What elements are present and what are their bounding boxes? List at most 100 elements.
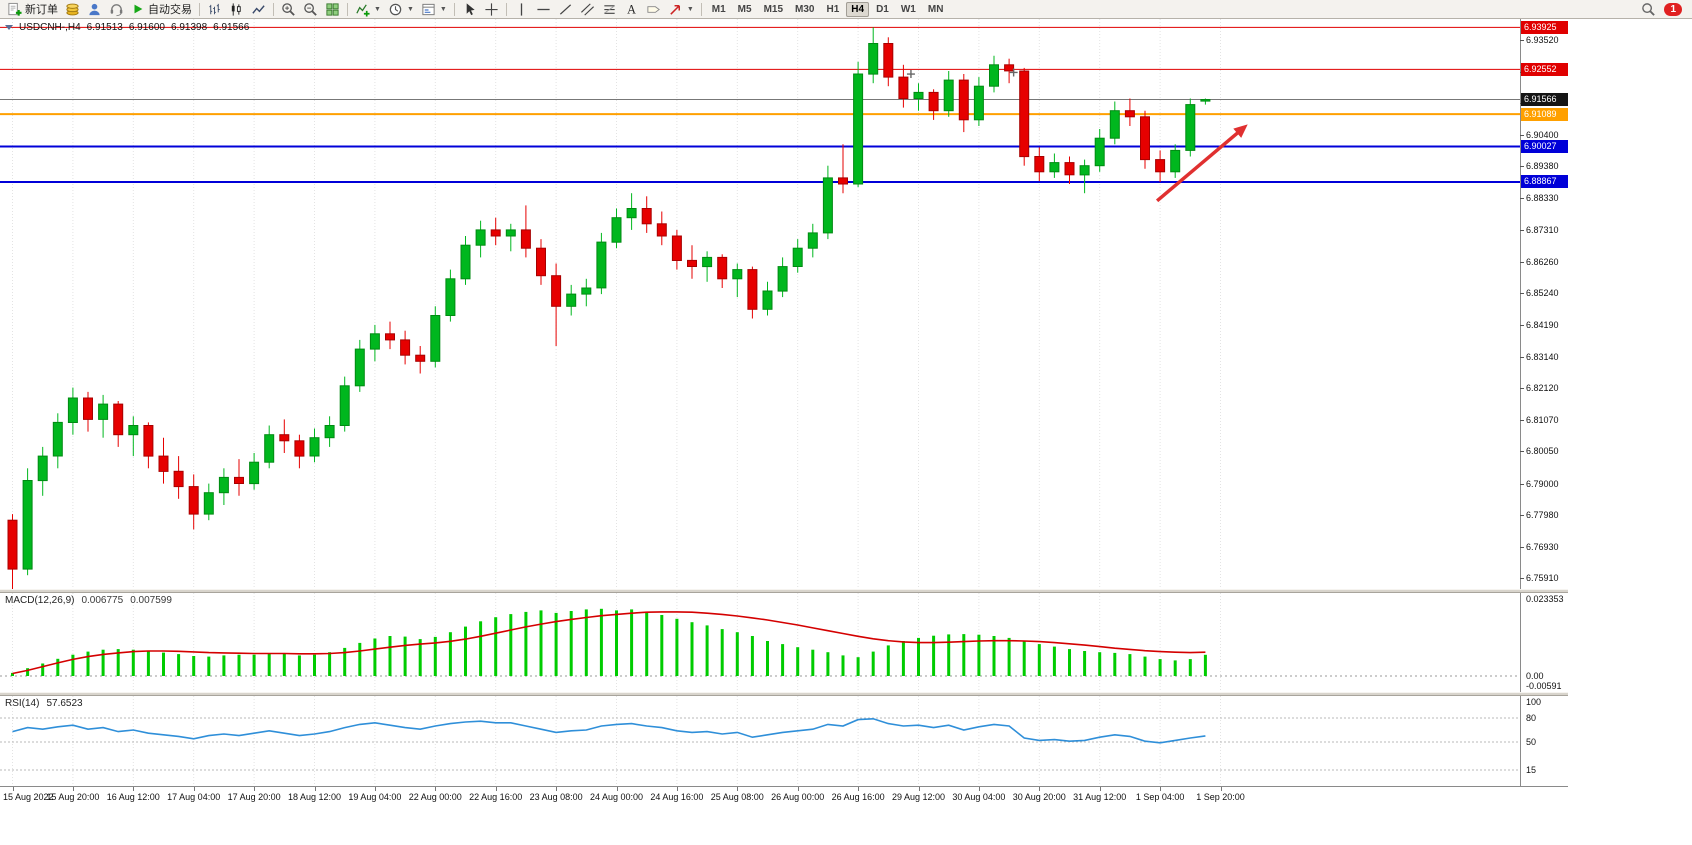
timeframe-button-m30[interactable]: M30 bbox=[795, 4, 815, 15]
vertical-line-icon bbox=[520, 2, 522, 16]
zoom-out-icon bbox=[304, 2, 317, 16]
one-click-collapse-icon[interactable] bbox=[5, 25, 13, 30]
panel-splitter[interactable] bbox=[0, 692, 1568, 696]
price-badge-6.92552: 6.92552 bbox=[1521, 63, 1568, 76]
macd-scale-zero: 0.00 bbox=[1526, 671, 1544, 681]
timeframe-button-m15[interactable]: M15 bbox=[763, 4, 784, 15]
macd-scale-min: -0.00591 bbox=[1526, 681, 1562, 691]
time-tickmark bbox=[435, 787, 437, 791]
time-label: 17 Aug 04:00 bbox=[167, 792, 221, 802]
line-chart-icon bbox=[252, 4, 265, 14]
price-tickmark bbox=[1520, 484, 1524, 485]
time-tickmark bbox=[72, 787, 74, 791]
macd-scale-max: 0.023353 bbox=[1526, 594, 1564, 604]
time-tickmark bbox=[797, 787, 799, 791]
zoom-out-button[interactable] bbox=[300, 1, 321, 18]
price-tickmark bbox=[1520, 451, 1524, 452]
time-axis[interactable]: 15 Aug 2022 15 Aug 20:00 16 Aug 12:00 17 Au… bbox=[0, 786, 1568, 845]
time-label: 15 Aug 2022 bbox=[3, 792, 54, 802]
ohlc-high: 6.91600 bbox=[128, 22, 165, 33]
fibonacci-icon bbox=[603, 4, 615, 14]
indicators-button[interactable]: ▼ bbox=[352, 1, 384, 18]
time-label: 16 Aug 12:00 bbox=[106, 792, 160, 802]
toolbar-separator bbox=[347, 2, 348, 16]
price-tickmark bbox=[1520, 420, 1524, 421]
periods-button[interactable]: ▼ bbox=[385, 1, 417, 18]
search-button[interactable] bbox=[1638, 1, 1659, 18]
price-tickmark bbox=[1520, 325, 1524, 326]
fibonacci-tool-button[interactable] bbox=[599, 1, 620, 18]
price-badge-6.90027: 6.90027 bbox=[1521, 140, 1568, 153]
time-label: 30 Aug 20:00 bbox=[1012, 792, 1066, 802]
time-label: 1 Sep 20:00 bbox=[1196, 792, 1245, 802]
support-button[interactable] bbox=[106, 1, 127, 18]
deposit-button[interactable] bbox=[62, 1, 83, 18]
search-icon bbox=[1642, 2, 1656, 16]
price-tick-label: 6.85240 bbox=[1526, 288, 1559, 298]
timeframe-button-m1[interactable]: M1 bbox=[711, 4, 726, 15]
crosshair-button[interactable] bbox=[481, 1, 502, 18]
rsi-scale-label: 50 bbox=[1526, 737, 1537, 747]
panel-splitter[interactable] bbox=[0, 589, 1568, 593]
trendline-tool-button[interactable] bbox=[555, 1, 576, 18]
ohlc-low: 6.91398 bbox=[170, 22, 208, 33]
zoom-in-button[interactable] bbox=[278, 1, 299, 18]
line-chart-button[interactable] bbox=[248, 1, 269, 18]
time-label: 26 Aug 00:00 bbox=[771, 792, 825, 802]
time-label: 31 Aug 12:00 bbox=[1073, 792, 1127, 802]
rsi-value: 57.6523 bbox=[46, 698, 83, 709]
profile-button[interactable] bbox=[84, 1, 105, 18]
price-tick-label: 6.79000 bbox=[1526, 479, 1559, 489]
time-label: 23 Aug 08:00 bbox=[529, 792, 583, 802]
price-tick-label: 6.84190 bbox=[1526, 320, 1559, 330]
rsi-header: RSI(14) 57.6523 bbox=[5, 698, 83, 709]
price-scale[interactable]: 6.935206.924806.914406.904006.893806.883… bbox=[1520, 19, 1568, 589]
price-tick-label: 6.76930 bbox=[1526, 542, 1559, 552]
arrows-tool-button[interactable]: ▼ bbox=[665, 1, 697, 18]
notification-badge[interactable]: 1 bbox=[1664, 2, 1682, 16]
chart-symbol-period: USDCNH-,H4 bbox=[19, 22, 81, 33]
rsi-scale[interactable]: 100 80 50 15 bbox=[1520, 696, 1568, 786]
tile-windows-button[interactable] bbox=[322, 1, 343, 18]
time-tickmark bbox=[133, 787, 135, 791]
tile-windows-icon bbox=[326, 2, 339, 16]
cursor-icon bbox=[466, 2, 475, 15]
price-badge-6.91089: 6.91089 bbox=[1521, 108, 1568, 121]
candlestick-chart-button[interactable] bbox=[226, 1, 247, 18]
timeframe-button-d1[interactable]: D1 bbox=[876, 4, 889, 15]
timeframe-button-h4[interactable]: H4 bbox=[846, 2, 870, 17]
horizontal-line-tool-button[interactable] bbox=[533, 1, 554, 18]
timeframe-button-m5[interactable]: M5 bbox=[737, 4, 752, 15]
time-tickmark bbox=[737, 787, 739, 791]
price-badge-6.91566: 6.91566 bbox=[1521, 93, 1568, 106]
cursor-button[interactable] bbox=[459, 1, 480, 18]
toolbar-separator bbox=[453, 2, 455, 16]
macd-value: 0.006775 bbox=[81, 595, 124, 606]
price-tick-label: 6.89380 bbox=[1526, 161, 1559, 171]
macd-chart[interactable] bbox=[0, 593, 1520, 692]
new-order-button[interactable]: 新订单 bbox=[4, 1, 61, 18]
time-tickmark bbox=[374, 787, 376, 791]
macd-scale[interactable]: 0.023353 0.00 -0.00591 bbox=[1520, 593, 1568, 692]
timeframe-button-h1[interactable]: H1 bbox=[826, 4, 840, 15]
toolbar-separator bbox=[199, 2, 200, 16]
price-tick-label: 6.75910 bbox=[1526, 573, 1559, 583]
vertical-line-tool-button[interactable] bbox=[511, 1, 532, 18]
rsi-scale-label: 100 bbox=[1526, 697, 1542, 707]
chart-window: USDCNH-,H4 6.91513 6.91600 6.91398 6.915… bbox=[0, 19, 1568, 845]
bar-chart-button[interactable] bbox=[204, 1, 225, 18]
text-tool-button[interactable]: A bbox=[621, 1, 642, 18]
channel-icon bbox=[580, 2, 594, 16]
timeframe-button-w1[interactable]: W1 bbox=[900, 4, 916, 15]
gold-coins-icon bbox=[66, 3, 79, 15]
timeframe-button-mn[interactable]: MN bbox=[927, 4, 944, 15]
channel-tool-button[interactable] bbox=[577, 1, 598, 18]
autotrading-button[interactable]: 自动交易 bbox=[128, 1, 195, 18]
rsi-chart[interactable] bbox=[0, 696, 1520, 786]
macd-name: MACD(12,26,9) bbox=[5, 595, 75, 606]
templates-button[interactable]: ▼ bbox=[418, 1, 450, 18]
price-chart[interactable] bbox=[0, 19, 1520, 589]
label-tool-button[interactable] bbox=[643, 1, 664, 18]
new-order-label: 新订单 bbox=[25, 4, 58, 16]
price-tickmark bbox=[1520, 293, 1524, 294]
